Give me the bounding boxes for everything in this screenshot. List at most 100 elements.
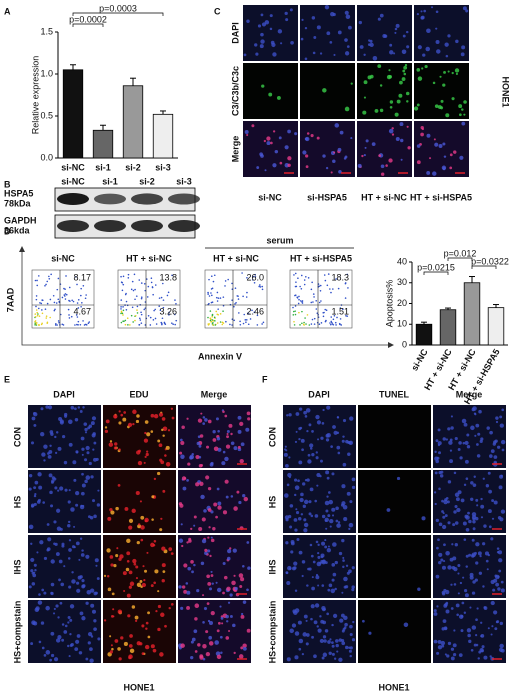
cell: [62, 435, 66, 439]
column-label: HT + si-HSPA5: [410, 192, 472, 202]
cell: [311, 635, 314, 639]
cell: [49, 490, 53, 495]
cell: [336, 523, 341, 528]
event: [233, 319, 236, 322]
cell: [193, 629, 198, 634]
cell: [221, 461, 226, 466]
event: [311, 318, 314, 321]
cell: [43, 459, 46, 462]
cell: [294, 485, 300, 490]
cell: [243, 496, 249, 502]
bar: [92, 129, 114, 159]
cell: [140, 525, 145, 530]
cell: [37, 472, 42, 477]
cell: [331, 514, 335, 517]
cell: [168, 547, 173, 551]
event: [235, 302, 237, 304]
cell: [85, 475, 91, 480]
cell: [206, 445, 210, 449]
cell: [49, 444, 52, 448]
cell: [230, 432, 233, 436]
cell: [67, 557, 71, 560]
event: [234, 303, 236, 305]
cell: [351, 588, 355, 592]
cell: [109, 440, 113, 443]
cell: [240, 442, 245, 447]
event: [126, 317, 129, 320]
event: [207, 291, 209, 294]
cell: [74, 407, 77, 411]
cell: [68, 539, 72, 542]
event: [50, 273, 52, 276]
cell: [46, 548, 50, 552]
event: [175, 302, 177, 305]
cell: [320, 436, 324, 440]
cell: [68, 655, 71, 658]
cell: [57, 635, 62, 640]
micrograph: [357, 63, 412, 119]
cell: [293, 561, 298, 566]
event: [131, 306, 134, 309]
cell: [266, 136, 271, 141]
cell: [323, 639, 327, 643]
cell: [471, 625, 477, 630]
event: [34, 279, 37, 282]
bar: [415, 323, 433, 346]
cell: [89, 647, 93, 651]
panel-letter: A: [4, 6, 11, 16]
event: [208, 278, 210, 281]
cell: [286, 581, 291, 586]
cell: [67, 523, 71, 528]
cell: [180, 441, 185, 446]
cell: [325, 433, 330, 438]
cell: [180, 606, 184, 610]
event: [253, 311, 256, 314]
cell: [294, 655, 299, 660]
cell: [480, 504, 485, 509]
cell: [330, 445, 333, 448]
cell: [226, 429, 230, 433]
cell: [246, 588, 249, 592]
cell: [493, 578, 498, 583]
event: [210, 318, 212, 321]
cell: [216, 487, 220, 491]
event: [145, 278, 148, 280]
cell: [327, 640, 331, 644]
cell: [459, 456, 463, 460]
event: [71, 299, 73, 302]
cell: [454, 68, 460, 73]
cell: [154, 569, 159, 574]
cell: [454, 543, 458, 547]
quadrant-value: 4.67: [73, 306, 91, 316]
cell: [461, 418, 467, 424]
event: [339, 307, 342, 309]
event: [299, 324, 301, 326]
event: [127, 324, 129, 326]
cell: [351, 638, 356, 642]
cell: [200, 463, 204, 467]
cell-line: HONE1: [501, 76, 511, 107]
event: [132, 321, 134, 323]
cell: [190, 560, 194, 564]
cell: [457, 448, 461, 451]
cell: [491, 499, 495, 503]
event: [254, 273, 256, 276]
cell: [342, 559, 345, 562]
cell: [443, 603, 448, 608]
cell: [481, 645, 485, 649]
event: [121, 281, 124, 284]
cell: [471, 538, 475, 542]
cell: [285, 449, 288, 452]
cell: [266, 141, 271, 146]
cell: [144, 644, 150, 650]
cell: [468, 639, 472, 643]
cell: [143, 461, 146, 464]
cell: [108, 442, 114, 447]
cell: [473, 412, 477, 415]
event: [63, 294, 66, 296]
cell: [216, 436, 221, 441]
cell: [330, 11, 335, 17]
cell: [260, 13, 264, 17]
p-value: p=0.0002: [69, 14, 107, 24]
cell: [254, 43, 258, 47]
